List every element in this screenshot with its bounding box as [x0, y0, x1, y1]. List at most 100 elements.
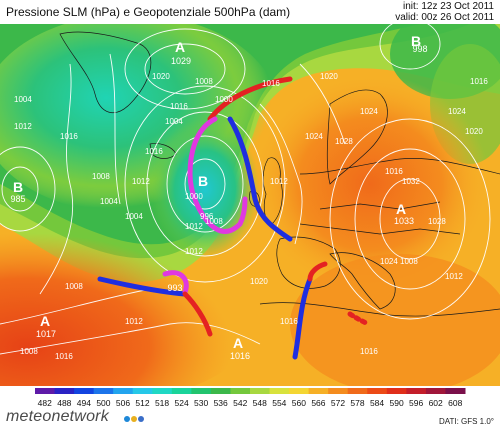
- legend-label: 578: [350, 398, 364, 408]
- legend-label: 488: [57, 398, 71, 408]
- legend-swatch: [308, 388, 329, 394]
- cold-front-south: [97, 276, 188, 297]
- isobars: [0, 24, 491, 355]
- isobar-label: 1024: [380, 257, 398, 266]
- isobar-label: 1000: [185, 192, 203, 201]
- legend-swatch: [210, 388, 231, 394]
- isobar-south-2: [0, 288, 151, 325]
- north-africa-coast: [259, 302, 500, 317]
- coastlines: [59, 31, 500, 317]
- field-trough: [150, 119, 260, 259]
- legend-swatch: [406, 388, 427, 394]
- legend-swatch: [113, 388, 134, 394]
- field-se-ridge: [290, 254, 500, 386]
- isobar-label: 1012: [132, 177, 150, 186]
- brand-dot: [131, 416, 137, 422]
- isobar-e-high-2: [354, 148, 466, 290]
- run-info: init: 12z 23 Oct 2011 valid: 00z 26 Oct …: [395, 1, 494, 23]
- scandinavia-coast: [326, 89, 388, 185]
- greenland-coast: [59, 31, 152, 114]
- high-3-letter: A: [40, 313, 50, 329]
- legend-label: 554: [272, 398, 286, 408]
- isobar-label: 1028: [335, 137, 353, 146]
- low-1-letter: B: [411, 33, 421, 49]
- isobar-label: 1008: [195, 77, 213, 86]
- cold-front-main: [227, 116, 293, 242]
- isobar-label: 1032: [402, 177, 420, 186]
- high-3-value: 1017: [36, 329, 56, 339]
- high-1-letter: A: [175, 39, 185, 55]
- data-source: DATI: GFS 1.0°: [438, 417, 494, 426]
- legend-label: 608: [448, 398, 462, 408]
- brand-name: meteonetwork: [6, 408, 109, 425]
- warm-front-iberia: [307, 261, 328, 282]
- isobar-b-ring-2: [166, 135, 244, 233]
- legend-label: 548: [253, 398, 267, 408]
- isobar-b-ring-1: [184, 158, 226, 210]
- legend-label: 494: [77, 398, 91, 408]
- isobar-label: 1016: [145, 147, 163, 156]
- isobar-label: 1004: [14, 95, 32, 104]
- warm-front-north: [207, 76, 293, 122]
- isobar-w-low-1: [1, 166, 39, 212]
- legend-swatch: [152, 388, 173, 394]
- europe-border-3: [299, 223, 461, 235]
- warm-front-fragment: [347, 311, 371, 327]
- legend-label: 482: [38, 398, 52, 408]
- isobar-label: 1020: [250, 277, 268, 286]
- isobar-south-1: [0, 322, 261, 355]
- isobar-ne-low: [379, 24, 441, 70]
- isobar-label: 1012: [185, 222, 203, 231]
- isobar-label: 1012: [270, 177, 288, 186]
- isobar-label: 1004: [165, 117, 183, 126]
- legend-label: 518: [155, 398, 169, 408]
- brand-logo: meteonetwork: [6, 408, 146, 430]
- brand-dot: [124, 416, 130, 422]
- isobar-label: 1004: [100, 197, 118, 206]
- isobar-a-ring-2: [124, 28, 246, 110]
- isobar-label: 1008: [20, 347, 38, 356]
- warm-front-south: [182, 291, 213, 337]
- isobar-label: 1020: [152, 72, 170, 81]
- isobar-label: 1016: [170, 102, 188, 111]
- isobar-label: 1008: [205, 217, 223, 226]
- isobar-label: 1028: [428, 217, 446, 226]
- legend-swatch: [230, 388, 251, 394]
- isobar-b-ring-4: [124, 85, 286, 283]
- isobar-labels: 1020 1004 1012 1016 1008 1016 1004 1000 1016 1020…: [14, 72, 488, 361]
- legend-swatch: [54, 388, 75, 394]
- isobar-label: 1016: [55, 352, 73, 361]
- legend-label: 560: [292, 398, 306, 408]
- legend-swatch: [171, 388, 192, 394]
- legend-swatch: [386, 388, 407, 394]
- isobar-front-1: [259, 103, 303, 245]
- color-legend: 482 488 494 500 506 512 518 524 530 536 542 548 554 5…: [30, 387, 470, 411]
- field-e-ridge: [250, 74, 490, 294]
- isobar-west-1: [39, 63, 74, 295]
- high-2-letter: A: [396, 201, 406, 217]
- legend-swatch: [74, 388, 95, 394]
- isobar-label: 1016: [385, 167, 403, 176]
- isobar-label: 1024: [360, 107, 378, 116]
- isobar-a-ring: [144, 43, 226, 95]
- high-2-value: 1033: [394, 216, 414, 226]
- high-4-value: 1016: [230, 351, 250, 361]
- low-4-value: 993: [167, 283, 182, 293]
- isobar-front-2: [299, 63, 346, 145]
- brand-dots: [124, 409, 145, 427]
- isobar-label: 1008: [92, 172, 110, 181]
- cold-front-iberia: [292, 276, 313, 360]
- isobar-label: 1012: [445, 272, 463, 281]
- legend-swatch: [93, 388, 114, 394]
- iceland-coast: [149, 143, 177, 159]
- legend-label: 524: [174, 398, 188, 408]
- isobar-label: 1004: [125, 212, 143, 221]
- isobar-label: 996: [200, 212, 214, 221]
- legend-swatch: [347, 388, 368, 394]
- weather-map: A 1029 B 998 B B 985 A 1033 A 1017 A 101…: [0, 24, 500, 386]
- isobar-label: 1016: [262, 79, 280, 88]
- isobar-label: 1016: [470, 77, 488, 86]
- isobar-label: 1016: [280, 317, 298, 326]
- europe-border-2: [319, 201, 441, 210]
- isobar-label: 1008: [400, 257, 418, 266]
